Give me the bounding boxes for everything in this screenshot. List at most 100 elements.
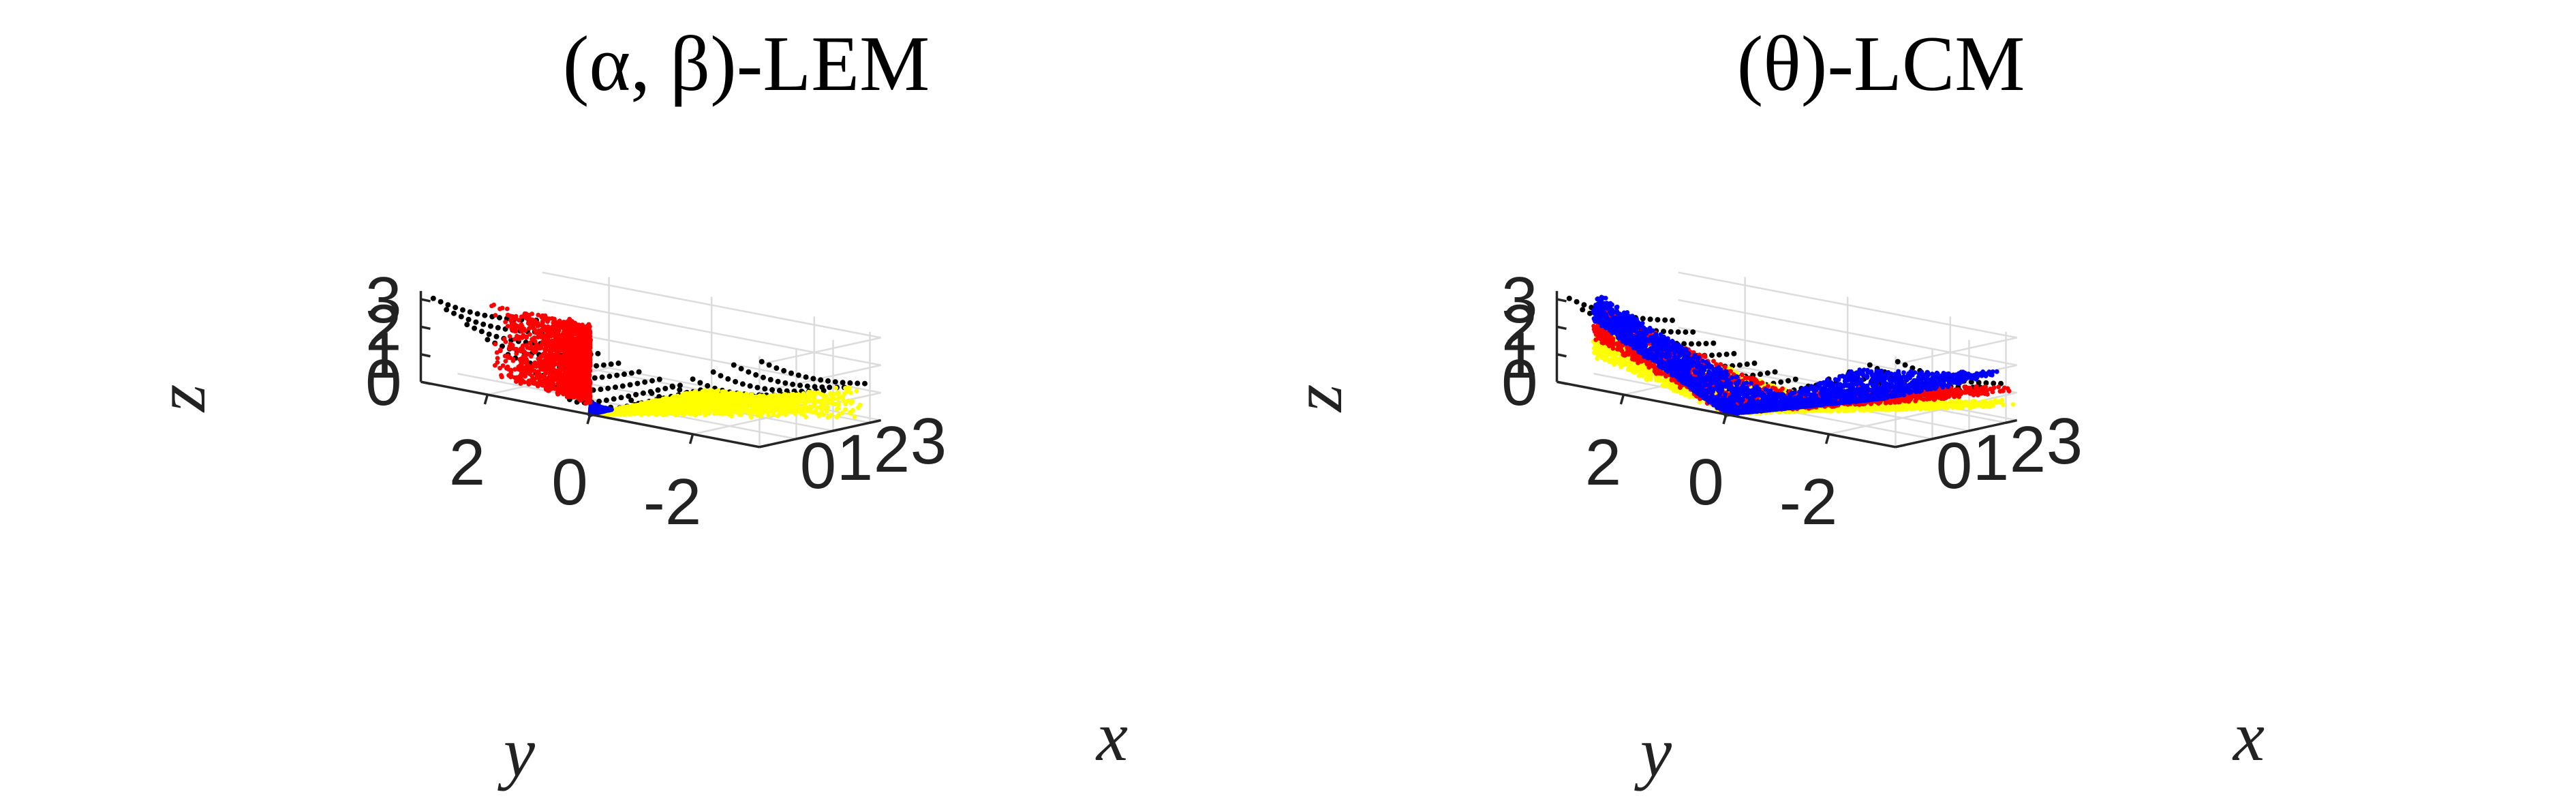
boundary-point [788,370,794,376]
scatter-point [737,404,742,410]
scatter-point [655,408,660,413]
boundary-point [782,380,788,386]
scatter-point [729,399,734,405]
scatter-point [793,404,797,409]
scatter-point [812,402,817,408]
boundary-point [595,350,601,356]
boundary-point [493,333,500,339]
scatter-point [658,402,662,407]
scatter-point [780,408,785,414]
scatter-point [772,408,777,413]
scatter-point [776,394,780,399]
scatter-point [510,356,516,362]
scatter-point [767,401,772,407]
scatter-point [602,408,607,413]
scatter-point [696,406,702,412]
scatter-point [666,399,672,405]
boundary-point [656,376,662,382]
boundary-point [598,386,604,393]
boundary-point [438,299,444,305]
data-points [430,295,868,420]
scatter-point [651,410,656,416]
boundary-point [821,388,827,394]
boundary-point [480,321,487,327]
scatter-point [661,405,666,410]
scatter-point [607,408,612,412]
boundary-point [677,382,683,389]
scatter-point [731,391,737,397]
boundary-point [804,383,810,389]
boundary-point [718,373,724,379]
boundary-point [733,379,739,384]
scatter-point [500,374,504,380]
boundary-point [640,390,646,396]
scatter-point [688,406,693,411]
scatter-point [758,413,764,419]
boundary-point [592,375,598,381]
boundary-point [594,363,600,369]
scatter-point [802,399,808,405]
boundary-point [486,331,492,337]
scatter-point [503,319,508,324]
scatter-point [628,407,632,412]
boundary-point [614,372,620,378]
scatter-point [524,334,530,339]
scatter-point [700,389,705,394]
scatter-point [680,396,685,401]
scatter-point [514,351,519,356]
scatter-point [664,412,669,417]
boundary-point [473,319,479,325]
scatter-point [504,306,510,312]
scatter-point [493,341,498,347]
scatter-point [854,389,859,393]
boundary-point [690,376,696,382]
scatter-point [705,399,711,404]
scatter-point [739,412,743,417]
boundary-point [790,381,796,387]
boundary-point [725,376,731,382]
scatter-point [850,399,855,404]
scatter-point [750,396,755,401]
scatter-point [746,402,751,408]
boundary-point [766,362,772,368]
scatter-point [722,404,727,410]
boundary-point [627,382,633,388]
scatter-point [505,324,510,329]
boundary-point [474,311,480,317]
scatter-point [756,408,761,412]
scatter-point [775,413,780,419]
boundary-point [596,398,602,404]
boundary-point [600,362,607,368]
scatter-point [727,404,733,410]
scatter-point [679,404,685,409]
boundary-point [649,378,655,384]
boundary-point [453,305,459,311]
boundary-point [497,315,502,321]
boundary-point [705,383,711,389]
boundary-point [599,374,605,380]
boundary-point [670,384,676,390]
boundary-point [628,397,634,404]
boundary-point [430,295,436,301]
boundary-point [761,374,766,380]
scatter-point [692,391,697,396]
scatter-point [833,385,838,391]
scatter-point [519,322,524,327]
boundary-point [636,369,642,375]
boundary-point [460,307,465,313]
scatter-point [751,410,756,415]
boundary-point [485,337,491,343]
scatter-point [733,397,738,402]
scatter-point [784,401,789,406]
scatter-point [495,356,500,361]
boundary-point [738,365,744,371]
boundary-point [633,392,639,397]
boundary-point [847,380,853,386]
scatter-point [700,400,705,406]
boundary-point [642,379,648,385]
boundary-point [710,369,716,375]
boundary-point [615,360,622,366]
boundary-point [655,387,661,393]
boundary-point [467,309,473,315]
scatter-point [835,390,841,395]
